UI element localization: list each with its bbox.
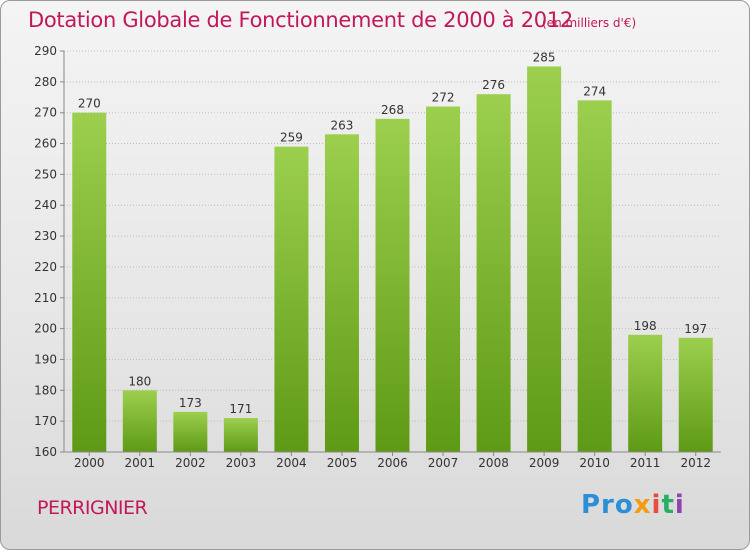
bar-layer: 270 180 173 171 259 263 268 272 276 285 274 198 197 — [72, 50, 713, 453]
x-tick-label: 2002 — [175, 456, 206, 470]
bar — [426, 106, 461, 453]
y-tick-label: 220 — [34, 260, 57, 274]
logo-part: t — [661, 490, 675, 520]
bar — [72, 112, 107, 452]
y-tick-label: 190 — [34, 352, 57, 366]
proxiti-logo[interactable]: Proxiti — [581, 490, 685, 520]
data-label: 276 — [482, 78, 505, 92]
chart-title: Dotation Globale de Fonctionnement de 20… — [28, 8, 573, 32]
bar — [577, 100, 612, 452]
data-label: 198 — [634, 319, 657, 333]
logo-part: Pro — [581, 490, 634, 520]
x-tick-label: 2008 — [478, 456, 509, 470]
bar — [527, 66, 562, 452]
x-tick-label: 2005 — [327, 456, 358, 470]
data-label: 171 — [229, 402, 252, 416]
unit-label: (en milliers d'€) — [542, 16, 637, 30]
data-label: 173 — [179, 396, 202, 410]
data-label: 270 — [78, 97, 101, 111]
bar — [678, 337, 713, 452]
bar — [476, 94, 511, 452]
bar — [324, 134, 359, 453]
logo-part: i — [651, 490, 662, 520]
bar — [274, 146, 309, 452]
logo-part: x — [633, 490, 652, 520]
y-tick-label: 260 — [34, 137, 57, 151]
bar — [122, 390, 157, 452]
x-tick-label: 2000 — [74, 456, 105, 470]
logo-part: i — [674, 490, 685, 520]
bar — [628, 334, 663, 452]
y-tick-label: 250 — [34, 167, 57, 181]
y-tick-label: 230 — [34, 229, 57, 243]
x-tick-label: 2001 — [125, 456, 156, 470]
bar — [223, 418, 258, 452]
data-label: 268 — [381, 103, 404, 117]
x-tick-label: 2009 — [529, 456, 560, 470]
bar — [375, 118, 410, 452]
data-label: 285 — [533, 50, 556, 64]
y-tick-label: 170 — [34, 414, 57, 428]
y-tick-label: 240 — [34, 198, 57, 212]
x-tick-label: 2010 — [579, 456, 610, 470]
y-tick-label: 200 — [34, 322, 57, 336]
bar — [173, 411, 208, 452]
data-label: 272 — [432, 91, 455, 105]
x-tick-label: 2011 — [630, 456, 661, 470]
data-label: 274 — [583, 84, 606, 98]
data-label: 259 — [280, 131, 303, 145]
y-tick-label: 270 — [34, 106, 57, 120]
y-tick-label: 290 — [34, 44, 57, 58]
data-label: 180 — [128, 374, 151, 388]
x-tick-label: 2006 — [377, 456, 408, 470]
x-tick-label: 2012 — [680, 456, 711, 470]
data-label: 263 — [331, 118, 354, 132]
y-tick-label: 280 — [34, 75, 57, 89]
y-tick-label: 180 — [34, 383, 57, 397]
y-tick-label: 160 — [34, 445, 57, 459]
data-label: 197 — [684, 322, 707, 336]
x-tick-label: 2003 — [226, 456, 257, 470]
place-name: PERRIGNIER — [37, 497, 148, 519]
y-tick-label: 210 — [34, 291, 57, 305]
x-tick-label: 2007 — [428, 456, 459, 470]
x-tick-label: 2004 — [276, 456, 307, 470]
axis-layer: 160 170 180 190 200 210 220 230 240 250 260 270 280 2… — [34, 44, 721, 470]
